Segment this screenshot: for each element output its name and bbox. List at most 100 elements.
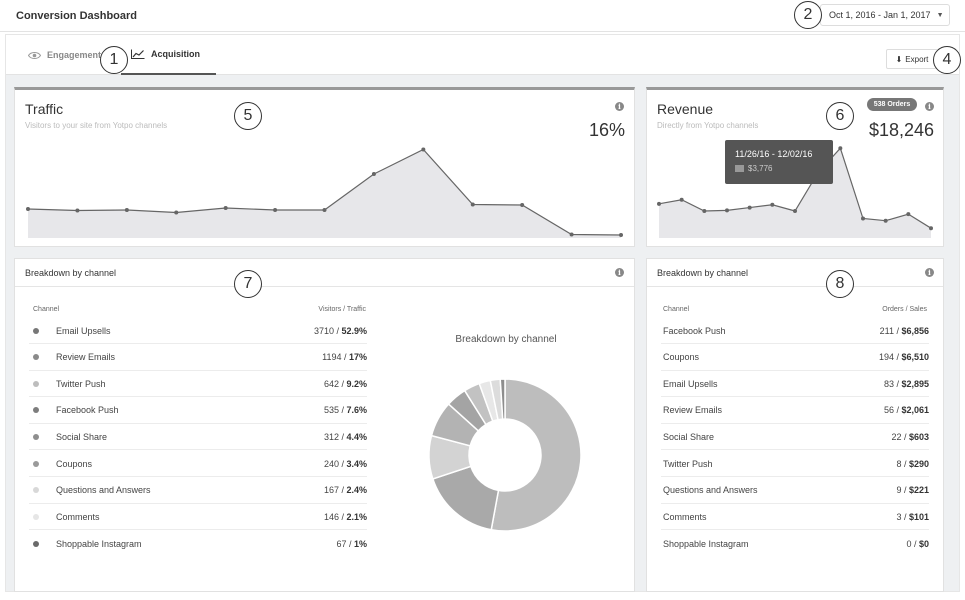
traffic-point[interactable] [124, 208, 129, 212]
channel-count: 56 / [883, 405, 902, 416]
channel-name: Coupons [663, 352, 700, 363]
channel-count: 1194 / [322, 352, 349, 363]
revenue-point[interactable] [906, 212, 911, 217]
tab-engagement-label: Engagement [47, 50, 102, 60]
export-button[interactable]: ⬇ Export [886, 49, 938, 69]
channel-count: 0 / [906, 538, 919, 549]
table-row: Shoppable Instagram 0 / $0 [661, 531, 929, 557]
tab-acquisition[interactable]: Acquisition [121, 35, 216, 75]
channel-value: 312 / 4.4% [324, 432, 367, 442]
traffic-subtitle: Visitors to your site from Yotpo channel… [25, 121, 168, 130]
callout-7: 7 [234, 270, 262, 298]
channel-name: Social Share [663, 431, 715, 442]
revenue-point[interactable] [838, 146, 843, 151]
channel-value: 22 / $603 [891, 432, 929, 442]
revenue-value: $18,246 [869, 120, 935, 140]
traffic-point[interactable] [520, 203, 525, 207]
channel-value: 240 / 3.4% [324, 459, 367, 469]
channel-count: 194 / [878, 352, 902, 363]
visitors-column-header: Visitors / Traffic [318, 306, 366, 313]
channel-value: 67 / 1% [336, 539, 367, 549]
tab-engagement[interactable]: Engagement [28, 35, 101, 75]
traffic-point[interactable] [273, 208, 278, 212]
channel-name: Facebook Push [663, 325, 726, 336]
traffic-point[interactable] [371, 172, 376, 176]
export-label: Export [905, 54, 929, 64]
revenue-point[interactable] [861, 216, 865, 221]
traffic-point[interactable] [75, 208, 80, 213]
revenue-point[interactable] [725, 208, 729, 213]
channel-count: 146 / [323, 511, 347, 522]
date-range-dropdown[interactable]: Oct 1, 2016 - Jan 1, 2017 ▼ [820, 4, 950, 26]
callout-6: 6 [826, 102, 854, 130]
channel-share: 9.2% [346, 378, 367, 389]
channel-count: 8 / [896, 458, 909, 469]
donut-slice[interactable] [490, 378, 582, 532]
donut-slice[interactable] [499, 378, 506, 420]
info-icon[interactable]: i [925, 102, 934, 111]
revenue-area [659, 148, 931, 238]
table-row: Social Share 312 / 4.4% [29, 424, 367, 451]
table-row: Email Upsells 83 / $2,895 [661, 371, 929, 398]
revenue-point[interactable] [770, 202, 775, 207]
line-chart-icon [131, 49, 145, 59]
channel-share: 52.9% [341, 325, 367, 336]
traffic-point[interactable] [26, 207, 30, 211]
download-icon: ⬇ [895, 54, 903, 64]
channel-share: $6,510 [901, 352, 929, 363]
table-row: Email Upsells 3710 / 52.9% [29, 318, 367, 344]
traffic-point[interactable] [569, 232, 574, 237]
channel-value: 211 / $6,856 [880, 326, 929, 336]
table-row: Comments 3 / $101 [661, 504, 929, 531]
orders-column-header: Orders / Sales [882, 306, 927, 313]
channel-name: Questions and Answers [663, 485, 758, 496]
channel-name: Comments [56, 511, 100, 522]
channel-color-dot [33, 487, 39, 494]
tooltip-swatch [735, 165, 744, 172]
revenue-breakdown-header: Breakdown by channel i [647, 259, 943, 287]
channel-share: $603 [908, 431, 929, 442]
channel-name: Shoppable Instagram [56, 538, 142, 549]
traffic-point[interactable] [223, 206, 228, 210]
channel-name: Email Upsells [56, 325, 111, 336]
channel-count: 312 / [323, 431, 347, 442]
channel-name: Social Share [56, 431, 108, 442]
info-icon[interactable]: i [615, 102, 624, 111]
revenue-point[interactable] [679, 197, 684, 202]
breakdown-donut-chart [428, 378, 582, 532]
channel-color-dot [33, 513, 39, 520]
revenue-sparkline [657, 146, 933, 238]
channel-value: 146 / 2.1% [324, 512, 367, 522]
traffic-point[interactable] [421, 147, 426, 152]
traffic-point[interactable] [174, 210, 179, 215]
info-icon[interactable]: i [615, 268, 624, 277]
revenue-point[interactable] [793, 209, 797, 213]
table-row: Facebook Push 535 / 7.6% [29, 398, 367, 424]
traffic-point[interactable] [619, 233, 623, 237]
traffic-point[interactable] [470, 202, 475, 207]
channel-color-dot [33, 460, 39, 467]
tooltip-value: $3,776 [748, 164, 773, 173]
revenue-breakdown-title: Breakdown by channel [657, 268, 749, 278]
revenue-subtitle: Directly from Yotpo channels [657, 121, 759, 130]
traffic-point[interactable] [322, 208, 327, 212]
channel-value: 0 / $0 [906, 539, 929, 549]
channel-color-dot [33, 354, 39, 361]
channel-value: 3710 / 52.9% [314, 326, 367, 336]
traffic-title: Traffic [25, 101, 64, 117]
channel-count: 3 / [896, 511, 909, 522]
channel-name: Comments [663, 511, 707, 522]
donut-title: Breakdown by channel [455, 334, 557, 345]
page-title: Conversion Dashboard [16, 10, 138, 22]
channel-value: 8 / $290 [896, 459, 929, 469]
revenue-point[interactable] [929, 226, 933, 231]
info-icon[interactable]: i [925, 268, 934, 277]
channel-value: 167 / 2.4% [324, 485, 367, 495]
revenue-point[interactable] [747, 205, 752, 210]
revenue-point[interactable] [883, 218, 888, 223]
channel-value: 535 / 7.6% [324, 405, 367, 415]
channel-column-header: Channel [33, 306, 60, 313]
revenue-point[interactable] [657, 201, 661, 206]
revenue-point[interactable] [702, 209, 707, 213]
table-row: Twitter Push 8 / $290 [661, 451, 929, 477]
